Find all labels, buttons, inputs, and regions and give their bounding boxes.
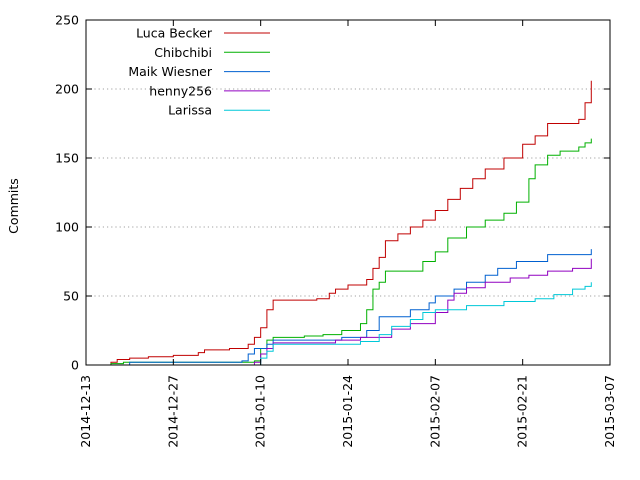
y-axis-ticks: 0 50 100 150 200 250 [55,13,610,373]
legend-label: Larissa [168,103,212,118]
y-tick-label: 200 [55,82,79,97]
series-line-4 [129,258,592,366]
legend-label: Luca Becker [136,26,213,41]
series-line-2 [104,138,592,366]
y-tick-label: 100 [55,220,79,235]
x-tick-label: 2015-03-07 [602,375,617,448]
legend-label: henny256 [149,83,212,98]
x-tick-label: 2014-12-13 [78,375,93,448]
x-tick-label: 2015-02-21 [515,375,530,448]
series-lines [104,80,592,366]
x-tick-label: 2015-01-24 [340,375,355,448]
x-tick-label: 2015-01-10 [253,375,268,448]
series-line-5 [254,282,592,366]
x-tick-label: 2015-02-07 [427,375,442,448]
y-tick-label: 0 [71,358,79,373]
y-tick-label: 250 [55,13,79,28]
y-axis-label: Commits [6,178,21,234]
series-line-3 [117,249,592,366]
legend: Luca Becker Chibchibi Maik Wiesner henny256… [128,26,270,118]
x-axis-ticks: 2014-12-13 2014-12-27 2015-01-10 2015-01-24… [78,20,617,448]
series-line-1 [104,80,592,366]
y-tick-label: 50 [63,289,79,304]
y-tick-label: 150 [55,151,79,166]
gridlines [86,88,610,297]
legend-label: Chibchibi [154,45,212,60]
legend-label: Maik Wiesner [128,64,213,79]
x-tick-label: 2014-12-27 [165,375,180,448]
